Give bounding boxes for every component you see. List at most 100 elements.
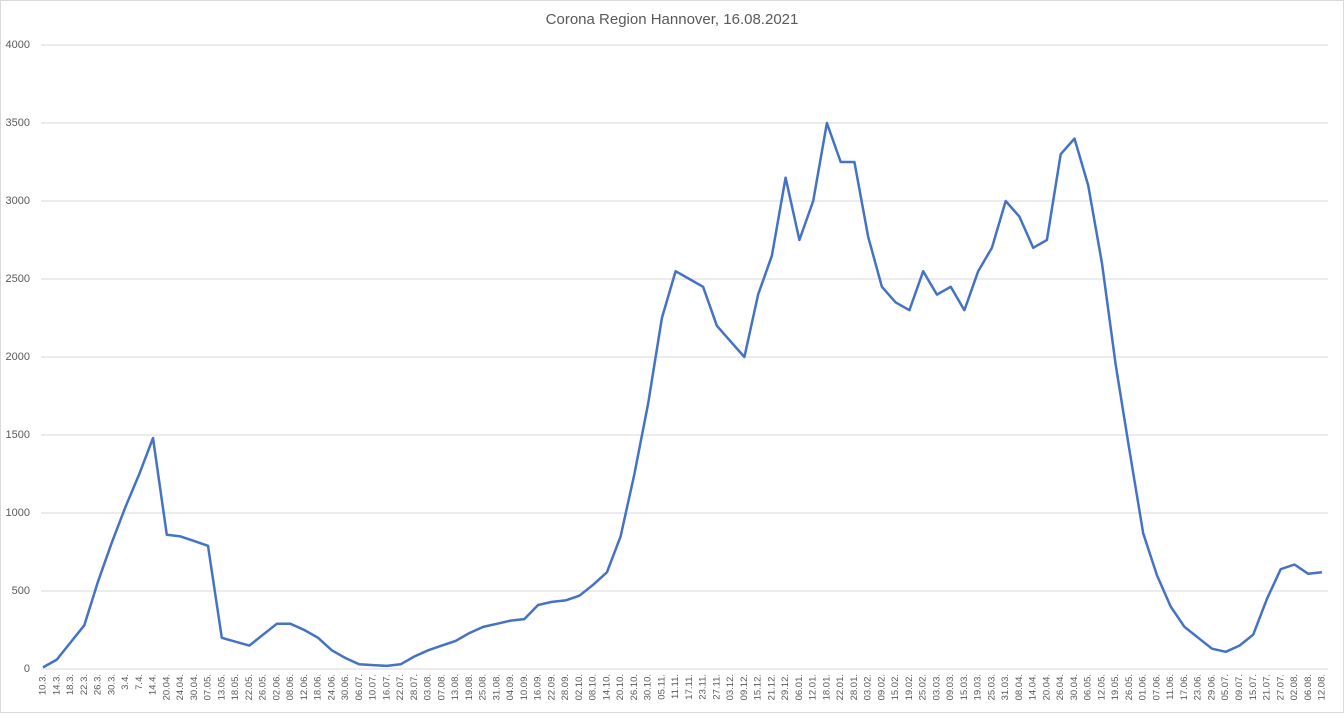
x-tick-label: 15.07. (1248, 674, 1259, 700)
x-tick-label: 29.12. (780, 674, 791, 700)
x-tick-label: 08.10. (588, 674, 599, 700)
x-tick-label: 12.01. (808, 674, 819, 700)
x-tick-label: 21.12. (766, 674, 777, 700)
x-tick-label: 16.07. (381, 674, 392, 700)
x-tick-label: 14.3. (51, 674, 62, 695)
y-tick-label: 3000 (6, 195, 30, 207)
x-tick-label: 14.4. (148, 674, 159, 695)
x-tick-label: 21.07. (1262, 674, 1273, 700)
x-tick-label: 10.3. (38, 674, 49, 695)
x-tick-label: 09.02. (876, 674, 887, 700)
x-tick-label: 18.06. (313, 674, 324, 700)
x-tick-label: 24.06. (326, 674, 337, 700)
x-tick-label: 26.05. (1124, 674, 1135, 700)
x-tick-label: 19.02. (904, 674, 915, 700)
x-tick-label: 28.01. (849, 674, 860, 700)
x-tick-label: 08.04. (1014, 674, 1025, 700)
x-tick-label: 19.03. (973, 674, 984, 700)
x-tick-label: 02.08. (1289, 674, 1300, 700)
x-tick-label: 08.06. (285, 674, 296, 700)
x-tick-label: 26.05. (258, 674, 269, 700)
x-tick-label: 30.3. (106, 674, 117, 695)
x-tick-label: 13.08. (450, 674, 461, 700)
x-tick-label: 12.08. (1317, 674, 1328, 700)
x-tick-label: 07.06. (1151, 674, 1162, 700)
x-tick-label: 07.08. (436, 674, 447, 700)
x-tick-label: 10.09. (519, 674, 530, 700)
x-tick-label: 13.05. (216, 674, 227, 700)
x-tick-label: 17.11. (684, 674, 695, 700)
x-tick-label: 22.01. (835, 674, 846, 700)
x-tick-label: 30.04. (189, 674, 200, 700)
x-tick-label: 09.07. (1234, 674, 1245, 700)
x-tick-label: 20.10. (615, 674, 626, 700)
x-tick-label: 15.02. (890, 674, 901, 700)
x-tick-label: 19.08. (464, 674, 475, 700)
x-tick-label: 01.06. (1138, 674, 1149, 700)
x-tick-label: 11.06. (1165, 674, 1176, 700)
x-tick-label: 03.02. (863, 674, 874, 700)
x-tick-label: 20.04. (1041, 674, 1052, 700)
x-tick-label: 15.03. (959, 674, 970, 700)
x-tick-label: 03.12. (725, 674, 736, 700)
x-tick-label: 18.3. (65, 674, 76, 695)
x-tick-label: 11.11. (670, 674, 681, 699)
x-tick-label: 06.07. (354, 674, 365, 700)
x-tick-label: 22.05. (244, 674, 255, 700)
x-tick-label: 26.3. (93, 674, 104, 695)
x-tick-label: 30.04. (1069, 674, 1080, 700)
x-tick-label: 30.06. (340, 674, 351, 700)
x-tick-label: 18.01. (821, 674, 832, 700)
x-tick-label: 28.09. (560, 674, 571, 700)
y-tick-label: 500 (12, 585, 30, 597)
x-tick-label: 05.11. (656, 674, 667, 700)
x-tick-label: 04.09. (505, 674, 516, 700)
data-line (42, 121, 1323, 669)
x-tick-label: 25.02. (918, 674, 929, 700)
x-tick-label: 30.10. (643, 674, 654, 700)
x-tick-label: 17.06. (1179, 674, 1190, 700)
x-tick-label: 26.10. (629, 674, 640, 700)
x-tick-label: 23.06. (1193, 674, 1204, 700)
x-tick-label: 23.11. (698, 674, 709, 700)
y-tick-label: 4000 (6, 39, 30, 51)
x-tick-label: 31.03. (1000, 674, 1011, 700)
x-tick-label: 06.01. (794, 674, 805, 700)
x-tick-label: 24.04. (175, 674, 186, 700)
x-tick-label: 14.10. (601, 674, 612, 700)
x-tick-label: 05.07. (1220, 674, 1231, 700)
x-tick-label: 14.04. (1028, 674, 1039, 700)
x-tick-label: 22.07. (395, 674, 406, 700)
x-tick-label: 20.04. (161, 674, 172, 700)
x-tick-label: 03.08. (423, 674, 434, 700)
y-tick-label: 1000 (6, 507, 30, 519)
x-tick-label: 18.05. (230, 674, 241, 700)
x-tick-label: 7.4. (134, 674, 145, 690)
x-tick-label: 19.05. (1110, 674, 1121, 700)
x-tick-label: 28.07. (409, 674, 420, 700)
x-tick-label: 12.06. (299, 674, 310, 700)
x-tick-label: 27.07. (1275, 674, 1286, 700)
y-tick-label: 2500 (6, 273, 30, 285)
x-tick-label: 25.08. (478, 674, 489, 700)
x-tick-label: 22.09. (546, 674, 557, 700)
x-tick-label: 03.03. (931, 674, 942, 700)
x-tick-label: 27.11. (711, 674, 722, 700)
x-tick-label: 02.10. (574, 674, 585, 700)
x-tick-label: 06.08. (1303, 674, 1314, 700)
x-tick-label: 22.3. (79, 674, 90, 695)
y-tick-label: 1500 (6, 429, 30, 441)
y-tick-label: 3500 (6, 117, 30, 129)
chart-title: Corona Region Hannover, 16.08.2021 (546, 11, 799, 28)
x-tick-label: 10.07. (368, 674, 379, 700)
x-tick-label: 02.06. (271, 674, 282, 700)
x-tick-label: 15.12. (753, 674, 764, 700)
x-tick-label: 06.05. (1083, 674, 1094, 700)
x-tick-label: 16.09. (533, 674, 544, 700)
x-tick-label: 31.08. (491, 674, 502, 700)
y-tick-label: 2000 (6, 351, 30, 363)
x-tick-label: 09.12. (739, 674, 750, 700)
x-tick-label: 07.05. (203, 674, 214, 700)
x-tick-label: 09.03. (945, 674, 956, 700)
